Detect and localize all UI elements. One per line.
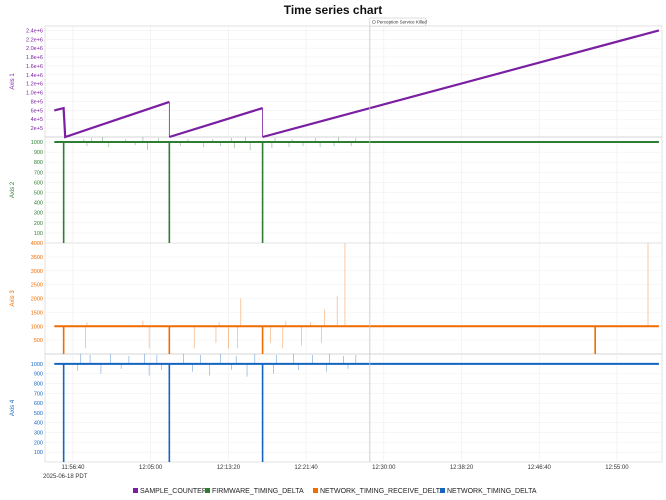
legend-label: SAMPLE_COUNTER	[140, 488, 207, 495]
y-tick-label: 100	[34, 450, 43, 456]
y-tick-label: 200	[34, 440, 43, 446]
y-tick-label: 3500	[31, 255, 43, 261]
x-tick-label: 12:21:40	[294, 465, 318, 471]
y-axis-label: Axis 2	[10, 181, 16, 198]
y-axis-label: Axis 4	[10, 399, 16, 416]
y-axis-label: Axis 3	[10, 290, 16, 307]
y-tick-label: 800	[34, 381, 43, 387]
y-tick-label: 700	[34, 391, 43, 397]
series-line	[168, 107, 263, 139]
y-tick-label: 1000	[31, 362, 43, 368]
legend-label: NETWORK_TIMING_RECEIVE_DELTA	[320, 488, 445, 495]
series-layer	[54, 29, 660, 462]
legend: SAMPLE_COUNTER FIRMWARE_TIMING_DELTA NETWO…	[133, 488, 537, 495]
y-tick-label: 1.8e+6	[26, 55, 43, 61]
y-tick-label: 200	[34, 221, 43, 227]
y-tick-label: 2.4e+6	[26, 28, 43, 34]
y-tick-label: 2.2e+6	[26, 37, 43, 43]
x-tick-label: 12:13:20	[217, 465, 241, 471]
legend-item: NETWORK_TIMING_DELTA	[440, 488, 537, 495]
y-tick-label: 8e+5	[31, 99, 43, 105]
y-tick-label: 1.0e+6	[26, 91, 43, 97]
y-tick-label: 600	[34, 401, 43, 407]
legend-swatch	[205, 488, 210, 493]
legend-swatch	[313, 488, 318, 493]
y-tick-label: 4000	[31, 241, 43, 247]
y-tick-label: 2e+5	[31, 126, 43, 132]
x-tick-label: 11:56:40	[62, 465, 86, 471]
chart-title: Time series chart	[284, 3, 383, 17]
y-tick-label: 900	[34, 150, 43, 156]
y-tick-label: 2.0e+6	[26, 46, 43, 52]
y-tick-label: 100	[34, 231, 43, 237]
y-tick-label: 4e+5	[31, 117, 43, 123]
legend-item: SAMPLE_COUNTER	[133, 488, 207, 495]
y-tick-label: 6e+5	[31, 108, 43, 114]
annotation-label: Perception Service Killed	[377, 20, 428, 25]
y-tick-label: 400	[34, 421, 43, 427]
x-tick-label: 12:05:00	[139, 465, 163, 471]
y-tick-label: 300	[34, 431, 43, 437]
grid-layer	[44, 25, 663, 463]
plot-frame	[44, 25, 663, 463]
legend-item: NETWORK_TIMING_RECEIVE_DELTA	[313, 488, 445, 495]
legend-label: NETWORK_TIMING_DELTA	[447, 488, 537, 495]
y-tick-label: 500	[34, 338, 43, 344]
y-tick-label: 1000	[31, 140, 43, 146]
y-tick-label: 1000	[31, 324, 43, 330]
y-tick-label: 2500	[31, 283, 43, 289]
y-tick-label: 1.4e+6	[26, 73, 43, 79]
x-axis-date-label: 2025-06-18 PDT	[43, 474, 88, 480]
axes-layer: 11:56:40 12:05:00 12:13:20 12:21:40 12:30:00…	[10, 28, 629, 471]
y-tick-label: 600	[34, 180, 43, 186]
annotation-box	[369, 17, 427, 27]
y-tick-label: 1.6e+6	[26, 64, 43, 70]
y-tick-label: 800	[34, 160, 43, 166]
y-tick-label: 700	[34, 170, 43, 176]
x-tick-label: 12:30:00	[372, 465, 396, 471]
y-tick-label: 500	[34, 411, 43, 417]
y-tick-label: 400	[34, 201, 43, 207]
y-tick-label: 3000	[31, 269, 43, 275]
legend-item: FIRMWARE_TIMING_DELTA	[205, 488, 304, 495]
y-tick-label: 2000	[31, 297, 43, 303]
annotation-layer: Perception Service Killed	[369, 17, 428, 462]
legend-swatch	[133, 488, 138, 493]
x-tick-label: 12:55:00	[605, 465, 629, 471]
y-tick-label: 900	[34, 372, 43, 378]
x-tick-label: 12:46:40	[528, 465, 552, 471]
y-tick-label: 300	[34, 211, 43, 217]
annotation-marker	[371, 20, 376, 24]
y-tick-label: 1.2e+6	[26, 82, 43, 88]
y-tick-label: 500	[34, 191, 43, 197]
x-tick-label: 12:38:20	[450, 465, 474, 471]
y-tick-label: 1500	[31, 310, 43, 316]
series-line	[54, 100, 170, 139]
series-line	[262, 29, 660, 139]
y-axis-label: Axis 1	[10, 73, 16, 90]
legend-swatch	[440, 488, 445, 493]
legend-label: FIRMWARE_TIMING_DELTA	[212, 488, 304, 495]
